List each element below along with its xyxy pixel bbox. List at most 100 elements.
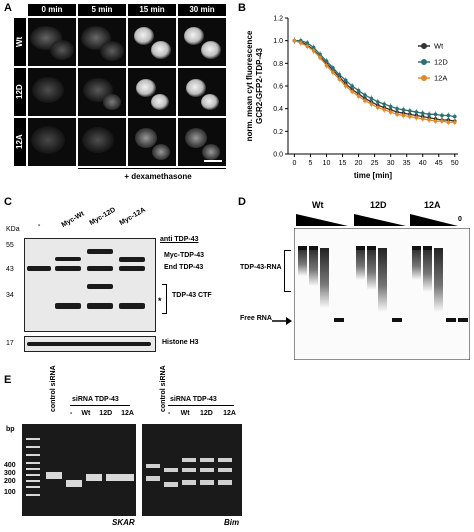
data-point (350, 84, 354, 88)
data-point (382, 102, 387, 106)
data-point (376, 100, 380, 104)
data-point (446, 113, 451, 118)
control-sirna-left: control siRNA (50, 365, 57, 412)
lane-label-myc-12d: Myc-12D (88, 206, 117, 227)
x-tick-label: 35 (403, 160, 411, 167)
panel-e-label: E (4, 374, 12, 386)
x-tick-label: 0 (292, 160, 296, 167)
sub-12a-left: 12A (121, 410, 134, 417)
data-point (433, 112, 438, 117)
legend-label: 12A (434, 74, 447, 83)
col-label-0min: 0 min (28, 4, 76, 16)
col-label-30min: 30 min (178, 4, 226, 16)
x-tick-label: 20 (355, 160, 363, 167)
data-point (433, 119, 438, 123)
sub-12d-left: 12D (99, 410, 113, 417)
y-tick-label: 0.4 (273, 106, 283, 113)
x-tick-label: 30 (387, 160, 395, 167)
data-point (401, 108, 406, 112)
sub-12d-right: 12D (199, 410, 213, 417)
x-axis-label: time [min] (354, 171, 393, 180)
lane-label-myc-12a: Myc-12A (118, 206, 147, 227)
western-blot-tdp43 (24, 238, 156, 332)
sirna-sub-right: - Wt 12D 12A (168, 410, 236, 417)
data-point (324, 59, 329, 63)
panel-a-label: A (4, 2, 12, 14)
free-rna-arrow (272, 317, 292, 325)
concentration-wedges (296, 214, 458, 226)
data-point (420, 111, 425, 115)
marker-43: 43 (6, 266, 14, 273)
row-label-wt: Wt (14, 18, 26, 66)
gene-label-bim: Bim (224, 518, 240, 527)
data-point (427, 118, 431, 122)
data-point (318, 55, 322, 60)
bp-100: 100 (4, 489, 16, 496)
x-tick-label: 5 (308, 160, 312, 167)
sub-12a-right: 12A (223, 410, 236, 417)
bp-label: bp (6, 426, 15, 433)
treatment-label: + dexamethasone (124, 172, 192, 181)
data-point (420, 117, 425, 121)
legend-label: 12D (434, 58, 448, 67)
panel-d-label: D (238, 196, 246, 208)
data-point (343, 84, 348, 88)
y-axis-label: GCR2-GFP2-TDP-43 (255, 47, 264, 124)
data-point (440, 119, 444, 123)
panel-b-label: B (238, 2, 246, 14)
data-point (299, 41, 303, 45)
y-tick-label: 1.2 (273, 16, 283, 23)
data-point (440, 113, 444, 118)
data-point (363, 98, 367, 103)
data-point (369, 96, 374, 101)
x-tick-label: 45 (435, 160, 443, 167)
data-point (305, 41, 310, 45)
data-point (452, 114, 457, 119)
panel-a-microscopy: 0 min 5 min 15 min 30 min Wt 12D 12A (14, 4, 230, 170)
complex-bracket (284, 250, 291, 292)
sirna-tdp43-left: siRNA TDP-43 (72, 396, 119, 403)
data-point (376, 105, 380, 110)
legend-swatch-dot (421, 59, 427, 65)
sirna-sub-left: - Wt 12D 12A (70, 410, 134, 417)
data-point (337, 77, 342, 81)
legend-swatch-dot (421, 43, 427, 49)
marker-34: 34 (6, 292, 14, 299)
data-point (395, 112, 399, 117)
free-rna-label: Free RNA (240, 315, 272, 322)
data-point (369, 102, 374, 106)
data-point (350, 89, 354, 94)
complex-label: TDP-43-RNA (240, 264, 282, 271)
y-tick-label: 0.0 (273, 152, 283, 159)
sirna-line-left (70, 405, 130, 406)
sirna-line-right (168, 405, 234, 406)
y-axis-label: norm. mean cyt fluorescence (245, 30, 254, 141)
data-point (408, 114, 412, 119)
data-point (388, 104, 393, 109)
data-point (311, 49, 316, 53)
gene-label-skar: SKAR (112, 518, 135, 527)
data-point (356, 94, 361, 98)
band-label-end-tdp43: End TDP-43 (164, 264, 204, 271)
group-label-12d: 12D (370, 200, 387, 210)
bp-400: 400 (4, 462, 16, 469)
legend-label: Wt (434, 42, 444, 51)
data-point (401, 113, 406, 118)
col-label-15min: 15 min (128, 4, 176, 16)
band-label-ctf: TDP-43 CTF (172, 292, 212, 299)
data-point (363, 93, 367, 97)
ctf-star: * (158, 296, 162, 306)
band-label-myc-tdp43: Myc-TDP-43 (164, 252, 205, 259)
y-tick-label: 0.6 (273, 84, 283, 91)
data-point (324, 63, 329, 68)
data-point (356, 88, 361, 93)
sub-neg-left: - (70, 410, 73, 417)
western-blot-histone (24, 336, 156, 352)
x-tick-label: 40 (419, 160, 427, 167)
y-tick-label: 0.2 (273, 129, 283, 136)
rt-pcr-gel-bim (142, 424, 242, 516)
kda-label: KDa (6, 226, 20, 233)
lane-label-neg: - (38, 222, 41, 229)
bp-300: 300 (4, 470, 16, 477)
data-point (343, 78, 348, 83)
